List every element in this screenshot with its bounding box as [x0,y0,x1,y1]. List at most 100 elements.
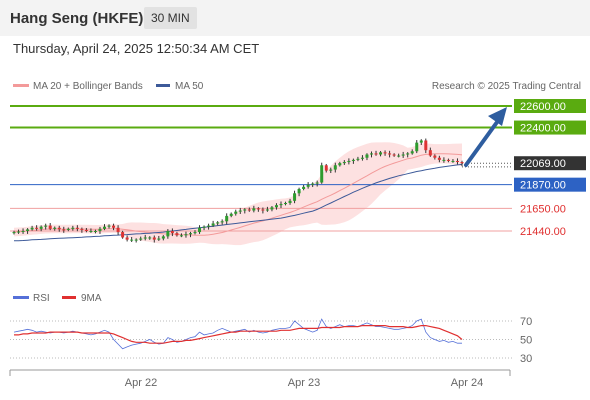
candle [30,225,34,231]
candle-body [93,231,97,232]
timeframe-badge[interactable]: 30 MIN [144,7,197,29]
price-level-label-box [514,156,586,171]
candle [44,223,48,230]
candle-body [270,207,274,210]
candle [311,182,315,188]
candle-body [157,238,161,240]
rsi-ma-legend-swatch [62,296,76,299]
price-level-label: 22400.00 [520,123,566,135]
candle-body [274,205,278,208]
candle-body [428,150,432,156]
candle-body [161,236,165,239]
candle-body [75,227,79,229]
candle-body [424,140,428,151]
rsi-line [13,318,462,350]
candle-body [256,208,260,210]
candle [216,221,220,226]
candle [17,229,21,234]
candle [419,139,423,146]
candle-body [347,160,351,163]
candle-body [433,155,437,158]
candle-body [392,154,396,156]
candle [415,140,419,154]
candle-body [152,237,156,240]
candle-body [369,153,373,155]
candle [53,226,57,231]
candle [152,235,156,243]
candle-body [44,225,48,227]
candle [184,231,188,238]
candle-body [306,184,310,187]
candle-body [320,165,324,183]
candle [202,225,206,231]
candle-body [238,210,242,212]
candle-body [415,142,419,152]
candle [66,227,70,232]
candle-body [265,209,269,211]
candle [365,153,369,161]
instrument-title: Hang Seng (HKFE) [10,10,144,27]
candle [107,224,111,229]
candle [360,155,364,161]
candle [220,219,224,225]
candle-body [225,215,229,222]
candle [148,236,152,240]
price-level-label-box [514,99,586,113]
candle-body [139,238,143,240]
candle-body [315,182,319,184]
candle-body [388,153,392,155]
moving-average-layer [13,153,463,242]
candle-body [84,229,88,231]
candle [347,158,351,165]
candle-body [188,233,192,235]
candle-body [89,231,93,232]
candle [401,151,405,158]
price-level-label: 21440.00 [520,226,566,238]
candle [315,180,319,187]
candle-body [166,231,170,237]
candle [329,167,333,174]
price-level-label: 21870.00 [520,180,566,192]
candle [80,227,84,233]
price-labels-layer: 22600.00 22400.00 22069.00 21870.00 21650.00… [514,99,586,238]
candle [98,226,102,234]
candle [397,153,401,158]
candle [130,237,134,242]
candle [460,160,464,167]
candle-body [324,165,328,171]
candle-body [66,228,70,230]
candle-body [53,227,57,229]
candle-body [455,160,459,163]
candle [116,225,120,235]
x-tick-label: Apr 23 [288,377,320,389]
candle [324,163,328,173]
candle [112,223,116,231]
candle-body [311,183,315,185]
candle-body [446,159,450,161]
candle-body [216,222,220,224]
price-level-label: 21650.00 [520,203,566,215]
ma50-legend-swatch [156,84,170,87]
candle-body [338,163,342,166]
candle-body [374,153,378,155]
candle [437,155,441,163]
candle-body [21,231,25,232]
candle-body [279,204,283,206]
candle [433,154,437,160]
candle [21,228,25,234]
candle-body [121,232,125,238]
candle-body [17,231,21,233]
x-tick-label: Apr 22 [125,377,157,389]
candle-body [356,158,360,160]
candle-body [35,227,39,229]
candle [26,228,30,234]
candle-body [184,234,188,236]
candle [179,233,183,238]
candle [134,238,138,243]
candle [121,230,125,239]
candle [261,207,265,214]
candle-body [170,231,174,234]
candle [369,151,373,158]
ma50-line [14,163,463,242]
